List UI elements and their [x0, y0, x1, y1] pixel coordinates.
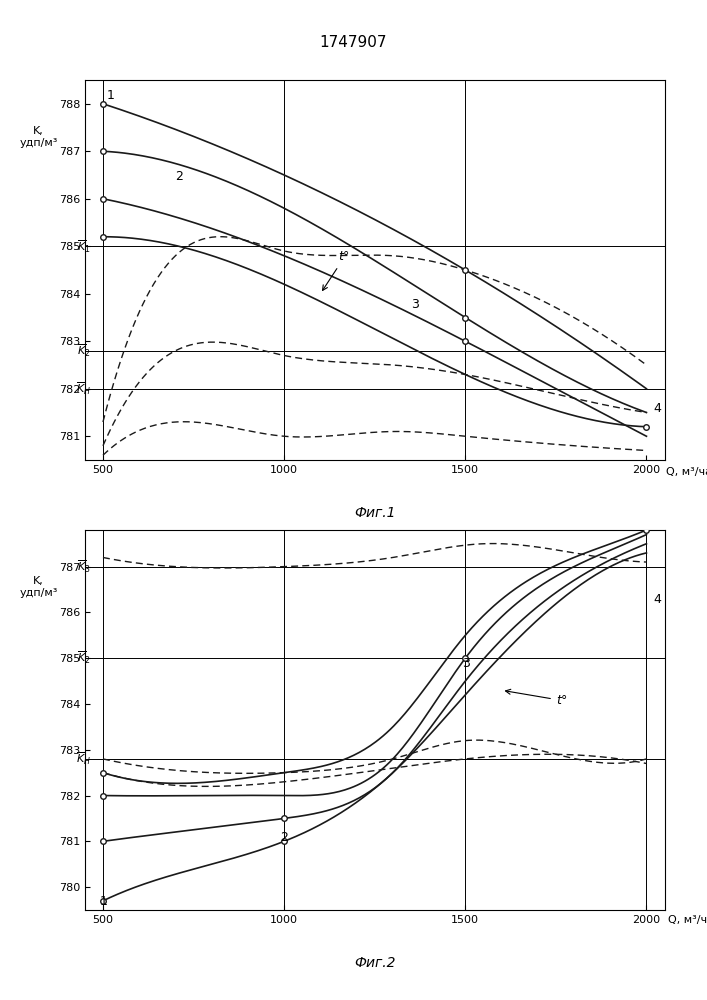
Text: 4: 4	[654, 402, 662, 416]
Text: $\overline{K}_3$: $\overline{K}_3$	[77, 558, 90, 575]
Text: 1: 1	[99, 895, 107, 908]
Text: 3: 3	[411, 298, 419, 311]
Text: Фиг.1: Фиг.1	[354, 506, 395, 520]
Text: 2: 2	[175, 170, 183, 183]
Text: $\overline{K}_2$: $\overline{K}_2$	[77, 650, 90, 666]
Text: $\overline{K}_H$: $\overline{K}_H$	[76, 751, 90, 767]
Text: 1747907: 1747907	[320, 35, 387, 50]
Text: Q, м³/час: Q, м³/час	[667, 467, 707, 477]
Text: $\overline{K}_2$: $\overline{K}_2$	[77, 342, 90, 359]
Text: Фиг.2: Фиг.2	[354, 956, 395, 970]
Text: 2: 2	[281, 831, 288, 844]
Text: Q, м³/час: Q, м³/час	[668, 915, 707, 925]
Text: $\overline{K}_1$: $\overline{K}_1$	[77, 238, 90, 255]
Text: 4: 4	[654, 593, 662, 606]
Y-axis label: K,
удп/м³: K, удп/м³	[19, 126, 58, 148]
Text: $t°$: $t°$	[322, 250, 351, 290]
Text: $t°$: $t°$	[506, 689, 568, 707]
Y-axis label: K,
удп/м³: K, удп/м³	[19, 576, 58, 598]
Text: 1: 1	[107, 89, 115, 102]
Text: $\overline{K}_H$: $\overline{K}_H$	[76, 380, 90, 397]
Text: 3: 3	[462, 657, 469, 670]
